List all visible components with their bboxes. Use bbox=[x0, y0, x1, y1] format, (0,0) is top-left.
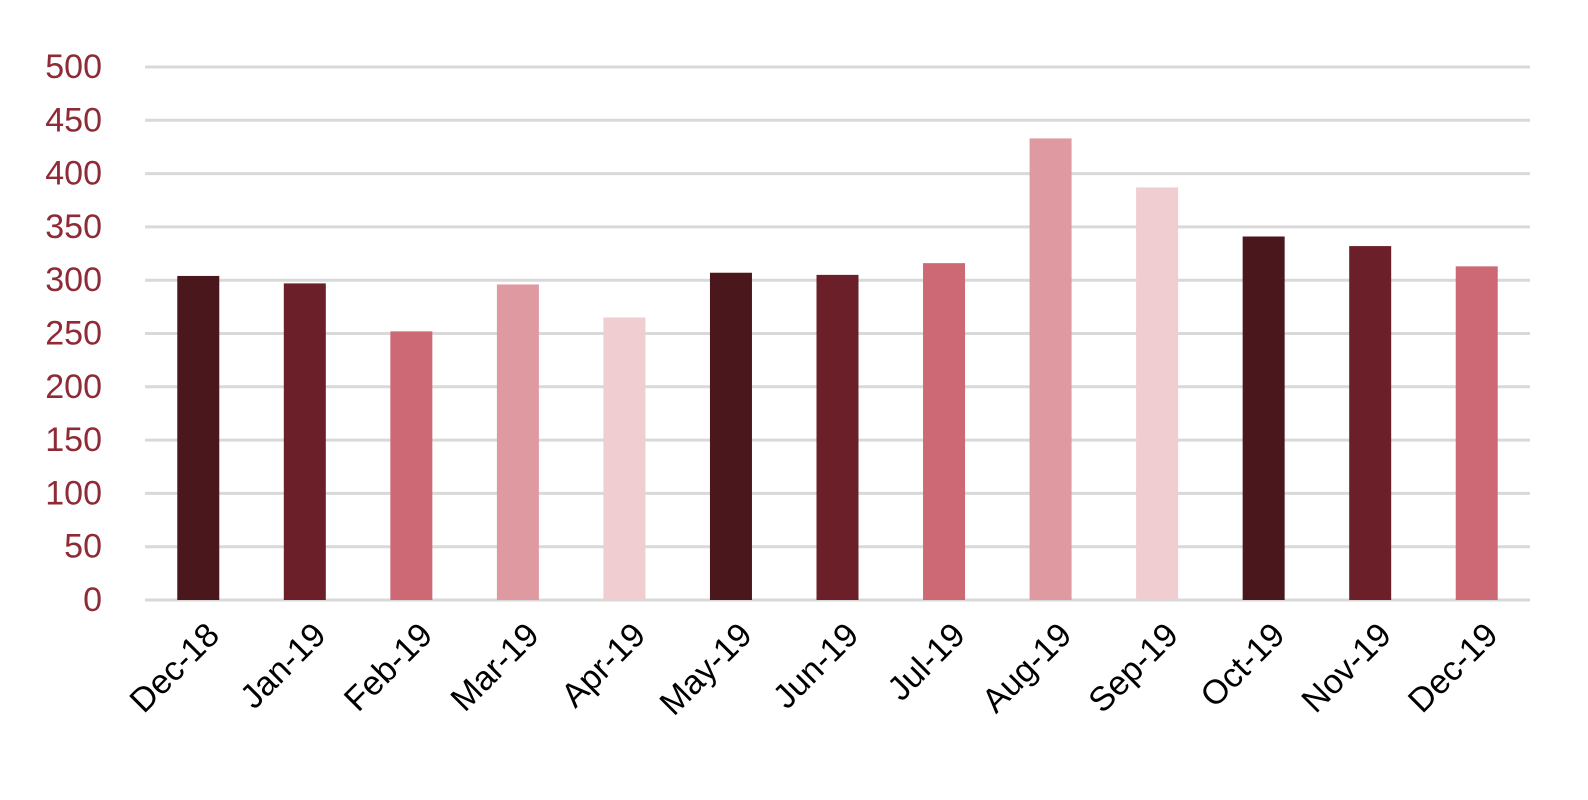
x-axis-ticks: Dec-18 Jan-19 Feb-19 Mar-19 Apr-19 May-19 Jun-… bbox=[123, 616, 1506, 723]
y-tick-label: 300 bbox=[45, 261, 102, 299]
bar-aug-19 bbox=[1029, 138, 1072, 600]
x-tick-label: Apr-19 bbox=[554, 616, 653, 715]
bar-sep-19 bbox=[1136, 187, 1179, 600]
bar-jul-19 bbox=[923, 263, 966, 600]
y-tick-label: 500 bbox=[45, 48, 102, 86]
y-tick-label: 0 bbox=[83, 581, 102, 619]
y-tick-label: 400 bbox=[45, 155, 102, 193]
x-tick-label: May-19 bbox=[653, 616, 760, 723]
y-tick-label: 150 bbox=[45, 421, 102, 459]
bar-dec-19 bbox=[1455, 266, 1498, 600]
x-tick-label: Jul-19 bbox=[880, 616, 972, 708]
x-tick-label: Sep-19 bbox=[1081, 616, 1185, 720]
bar-apr-19 bbox=[603, 317, 646, 600]
bar-may-19 bbox=[709, 272, 752, 600]
bar-feb-19 bbox=[390, 331, 433, 600]
y-tick-label: 350 bbox=[45, 208, 102, 246]
bar-oct-19 bbox=[1242, 236, 1285, 600]
x-tick-label: Oct-19 bbox=[1193, 616, 1292, 715]
bar-mar-19 bbox=[496, 284, 539, 600]
y-tick-label: 200 bbox=[45, 368, 102, 406]
x-tick-label: Mar-19 bbox=[443, 616, 546, 719]
y-tick-label: 100 bbox=[45, 474, 102, 512]
bar-nov-19 bbox=[1349, 246, 1392, 600]
bars bbox=[177, 138, 1498, 600]
x-tick-label: Nov-19 bbox=[1294, 616, 1398, 720]
y-tick-label: 450 bbox=[45, 101, 102, 139]
x-tick-label: Dec-18 bbox=[123, 616, 227, 720]
y-axis-ticks: 0 50 100 150 200 250 300 350 400 450 500 bbox=[45, 48, 102, 619]
bar-jan-19 bbox=[283, 283, 326, 600]
bar-jun-19 bbox=[816, 274, 859, 600]
x-tick-label: Jun-19 bbox=[766, 616, 866, 716]
y-tick-label: 250 bbox=[45, 315, 102, 353]
x-tick-label: Feb-19 bbox=[337, 616, 440, 719]
x-tick-label: Dec-19 bbox=[1401, 616, 1505, 720]
x-tick-label: Aug-19 bbox=[975, 616, 1079, 720]
x-tick-label: Jan-19 bbox=[233, 616, 333, 716]
y-tick-label: 50 bbox=[64, 528, 102, 566]
bar-dec-18 bbox=[177, 275, 220, 600]
